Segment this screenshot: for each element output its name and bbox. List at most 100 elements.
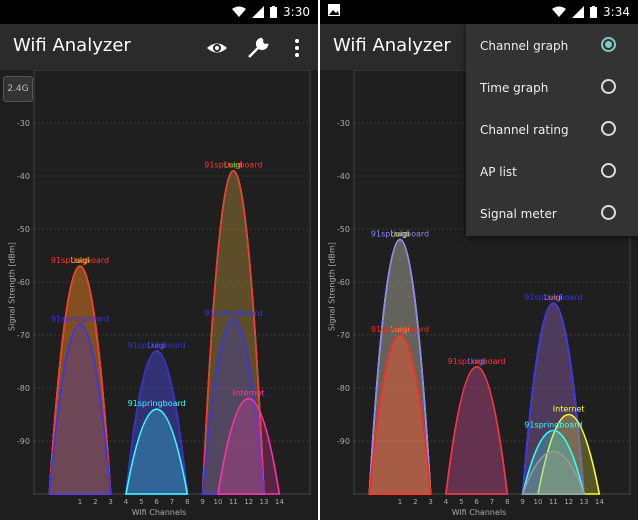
x-tick-label: 1 xyxy=(78,498,82,506)
network-label: 91springboard xyxy=(524,420,582,429)
menu-item-ap-list[interactable]: AP list xyxy=(466,151,638,193)
radio-unselected-icon[interactable] xyxy=(601,205,616,220)
radio-unselected-icon[interactable] xyxy=(601,121,616,136)
network-label: Luigi xyxy=(544,293,563,302)
x-tick-label: 3 xyxy=(428,498,432,506)
menu-item-label: Signal meter xyxy=(480,207,557,221)
y-tick-label: -30 xyxy=(17,119,30,128)
network-label: 91springboard xyxy=(204,309,262,318)
radio-selected-icon[interactable] xyxy=(601,37,616,52)
network-curve xyxy=(521,429,586,495)
status-bar: 3:34 xyxy=(320,0,638,24)
menu-item-channel-graph[interactable]: Channel graph xyxy=(466,25,638,67)
menu-item-label: Channel graph xyxy=(480,39,569,53)
network-label: Luigi xyxy=(71,256,90,265)
y-tick-label: -60 xyxy=(337,278,350,287)
network-label: 91springboard xyxy=(128,341,186,350)
eye-icon[interactable] xyxy=(205,36,229,60)
wifi-icon xyxy=(552,6,567,17)
x-tick-label: 14 xyxy=(595,498,604,506)
y-tick-label: -70 xyxy=(17,331,30,340)
network-curve xyxy=(217,398,281,495)
overflow-menu-icon[interactable] xyxy=(285,36,309,60)
app-toolbar: Wifi Analyzer xyxy=(0,24,318,70)
menu-item-label: AP list xyxy=(480,165,517,179)
network-label: 91springboard xyxy=(524,293,582,302)
network-label: 91springboard xyxy=(204,161,262,170)
network-curve xyxy=(125,350,189,495)
x-tick-label: 5 xyxy=(459,498,463,506)
x-tick-label: 7 xyxy=(490,498,494,506)
network-label: Internet xyxy=(553,405,585,414)
network-label: 91springboard xyxy=(371,230,429,239)
signal-icon xyxy=(252,6,265,18)
network-curve xyxy=(368,334,432,495)
network-curve xyxy=(445,366,509,495)
menu-item-signal-meter[interactable]: Signal meter xyxy=(466,193,638,235)
x-tick-label: 9 xyxy=(520,498,524,506)
wrench-icon[interactable] xyxy=(246,36,270,60)
network-curve xyxy=(537,413,601,495)
x-tick-label: 6 xyxy=(154,498,159,506)
network-label: 91springboard xyxy=(448,357,506,366)
network-label: Luigi xyxy=(391,325,410,334)
network-label: Luigi xyxy=(224,161,243,170)
network-curve xyxy=(201,169,265,495)
network-curve xyxy=(48,323,112,495)
network-label: 91springboard xyxy=(128,399,186,408)
status-icons: 3:34 xyxy=(552,3,630,21)
battery-icon xyxy=(270,6,278,18)
y-tick-label: -80 xyxy=(17,384,30,393)
x-tick-label: 4 xyxy=(444,498,449,506)
network-label: Luigi xyxy=(391,230,410,239)
x-tick-label: 7 xyxy=(170,498,174,506)
x-tick-label: 5 xyxy=(139,498,143,506)
x-tick-label: 8 xyxy=(505,498,509,506)
image-notification-icon xyxy=(328,4,340,16)
band-toggle-button[interactable]: 2.4G xyxy=(3,76,33,102)
y-tick-label: -90 xyxy=(17,437,30,446)
network-label: Luigi xyxy=(467,357,486,366)
y-tick-label: -90 xyxy=(337,437,350,446)
radio-unselected-icon[interactable] xyxy=(601,79,616,94)
network-curve xyxy=(368,239,432,495)
status-time: 3:30 xyxy=(283,5,310,19)
y-axis-label: Signal Strength [dBm] xyxy=(327,242,337,331)
status-time: 3:34 xyxy=(603,5,630,19)
network-label: 91springboard xyxy=(371,325,429,334)
x-tick-label: 12 xyxy=(564,498,573,506)
x-tick-label: 10 xyxy=(214,498,223,506)
view-menu: Channel graph Time graph Channel rating … xyxy=(466,24,638,236)
x-tick-label: 1 xyxy=(398,498,402,506)
app-title: Wifi Analyzer xyxy=(13,35,131,56)
menu-item-label: Time graph xyxy=(480,81,549,95)
x-tick-label: 11 xyxy=(549,498,558,506)
y-tick-label: -40 xyxy=(337,172,350,181)
wifi-icon xyxy=(232,6,247,17)
battery-icon xyxy=(590,6,598,18)
y-tick-label: -60 xyxy=(17,278,30,287)
channel-graph-svg: -30-40-50-60-70-80-901 2 3 4 5 6 7 8 9 10 11 12 13 14… xyxy=(17,69,311,506)
x-tick-label: 13 xyxy=(580,498,589,506)
x-axis-label: Wifi Channels xyxy=(451,508,507,517)
x-tick-label: 10 xyxy=(534,498,543,506)
channel-graph: -30 -40 -50 -60 -70 -80 -90 1 2 3 4 5 6 7 8 9 10 11 12 13 14… xyxy=(0,69,318,520)
network-label: Internet xyxy=(233,389,265,398)
y-tick-label: -50 xyxy=(17,225,30,234)
x-tick-label: 13 xyxy=(260,498,269,506)
x-axis-label: Wifi Channels xyxy=(131,508,187,517)
right-screen: 3:34 Wifi Analyzer -30 -40 -50 -60 -70 -80 -90… xyxy=(320,0,638,520)
y-tick-label: -40 xyxy=(17,172,30,181)
y-axis-label: Signal Strength [dBm] xyxy=(7,242,17,331)
network-label: 91springboard xyxy=(51,256,109,265)
radio-unselected-icon[interactable] xyxy=(601,163,616,178)
x-tick-label: 4 xyxy=(124,498,129,506)
x-tick-label: 8 xyxy=(185,498,189,506)
menu-item-channel-rating[interactable]: Channel rating xyxy=(466,109,638,151)
status-bar: 3:30 xyxy=(0,0,318,24)
x-tick-label: 2 xyxy=(93,498,97,506)
menu-item-time-graph[interactable]: Time graph xyxy=(466,67,638,109)
network-label: Luigi xyxy=(147,341,166,350)
app-title: Wifi Analyzer xyxy=(333,35,451,56)
network-curve xyxy=(201,318,265,495)
